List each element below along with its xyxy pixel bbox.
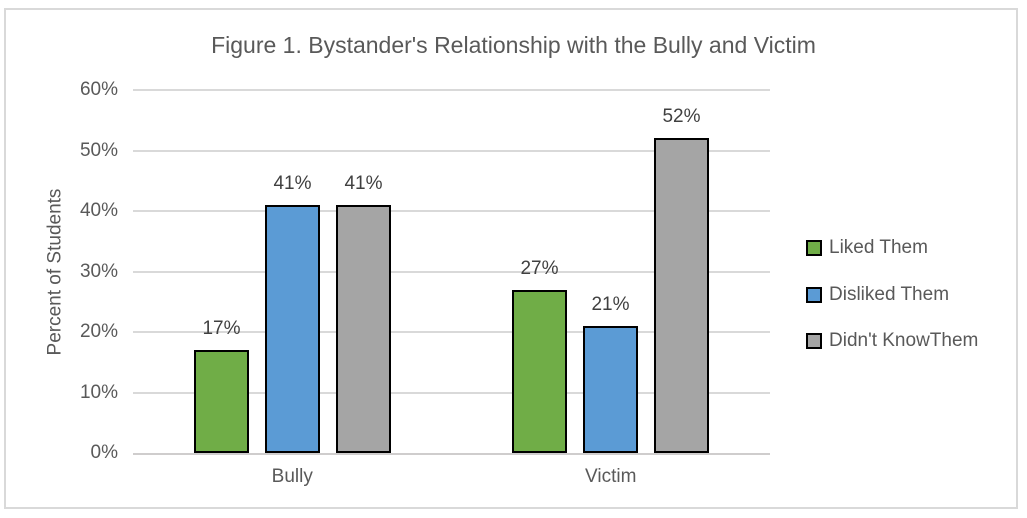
data-label-disliked-them-victim: 21% [591,294,630,315]
data-label-disliked-them-bully: 41% [273,173,312,194]
bar-liked-them-victim [512,290,567,453]
category-label-bully: Bully [271,466,313,487]
legend-item-liked-them: Liked Them [806,237,928,259]
data-label-didn-t-knowthem-victim: 52% [662,106,701,127]
y-tick-label-60: 60% [79,79,118,100]
bar-liked-them-bully [194,350,249,453]
bar-disliked-them-victim [583,326,638,453]
legend-label-didn-t-knowthem: Didn't KnowThem [829,330,979,351]
bar-didn-t-knowthem-bully [336,205,391,453]
gridline-10 [133,391,770,394]
data-label-liked-them-bully: 17% [202,318,241,339]
y-tick-label-20: 20% [79,321,118,342]
bar-disliked-them-bully [265,205,320,453]
gridline-30 [133,270,770,273]
legend-swatch-icon-liked-them [806,240,822,256]
data-label-liked-them-victim: 27% [520,258,559,279]
legend-label-liked-them: Liked Them [829,237,928,258]
gridline-40 [133,210,770,212]
bar-didn-t-knowthem-victim [654,138,709,453]
legend-item-didn-t-knowthem: Didn't KnowThem [806,330,978,352]
y-tick-label-30: 30% [79,260,118,282]
legend-item-disliked-them: Disliked Them [806,284,949,306]
legend-swatch-icon-disliked-them [806,287,822,303]
gridline-60 [133,89,770,91]
category-label-victim: Victim [585,466,637,487]
chart-title: Figure 1. Bystander's Relationship with … [211,32,816,58]
y-tick-label-40: 40% [79,200,118,221]
legend-swatch-icon-didn-t-knowthem [806,333,822,349]
data-label-didn-t-knowthem-bully: 41% [344,173,383,194]
legend-label-disliked-them: Disliked Them [829,284,950,305]
y-tick-label-0: 0% [90,442,118,463]
y-tick-label-10: 10% [79,381,118,403]
gridline-50 [133,149,770,152]
y-tick-label-50: 50% [79,139,118,161]
gridline-20 [133,331,770,333]
plot-area: 17% 41% 41% 27% 21% 52% [133,89,770,455]
chart-frame [4,8,1018,509]
